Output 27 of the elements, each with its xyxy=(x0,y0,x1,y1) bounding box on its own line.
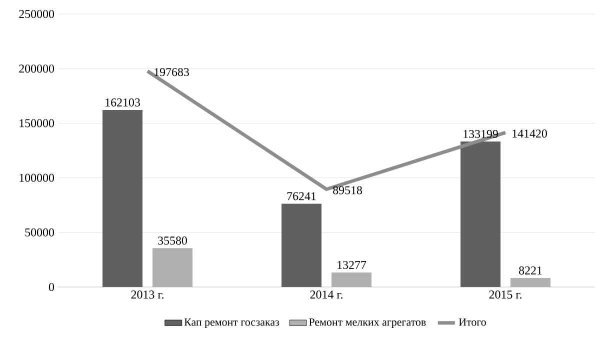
data-label: 197683 xyxy=(154,68,189,76)
bar xyxy=(102,110,142,287)
legend-label: Итого xyxy=(458,318,486,326)
y-tick-label: 150000 xyxy=(20,119,54,128)
y-tick-label: 0 xyxy=(48,282,54,292)
legend-label: Кап ремонт госзаказ xyxy=(184,318,279,328)
legend-label: Ремонт мелких агрегатов xyxy=(309,318,426,328)
data-label: 133199 xyxy=(464,130,498,138)
bar xyxy=(460,142,501,287)
data-label: 76241 xyxy=(287,192,316,200)
data-label: 89518 xyxy=(333,186,362,194)
x-tick-label: 2013 г. xyxy=(131,290,164,299)
x-tick-label: 2014 г. xyxy=(310,290,342,299)
data-label: 35580 xyxy=(158,236,187,245)
data-label: 8221 xyxy=(519,266,542,274)
y-tick-label: 200000 xyxy=(19,64,54,73)
bar xyxy=(332,272,372,287)
data-label: 162103 xyxy=(106,98,140,106)
data-label: 13277 xyxy=(338,260,366,269)
y-tick-label: 250000 xyxy=(19,10,54,18)
y-tick-label: 50000 xyxy=(25,228,54,236)
bar xyxy=(282,204,322,287)
bar xyxy=(510,278,551,287)
x-tick-label: 2015 г. xyxy=(489,290,522,299)
y-tick-label: 100000 xyxy=(20,174,54,182)
data-label: 141420 xyxy=(512,130,547,138)
bar xyxy=(152,248,192,287)
